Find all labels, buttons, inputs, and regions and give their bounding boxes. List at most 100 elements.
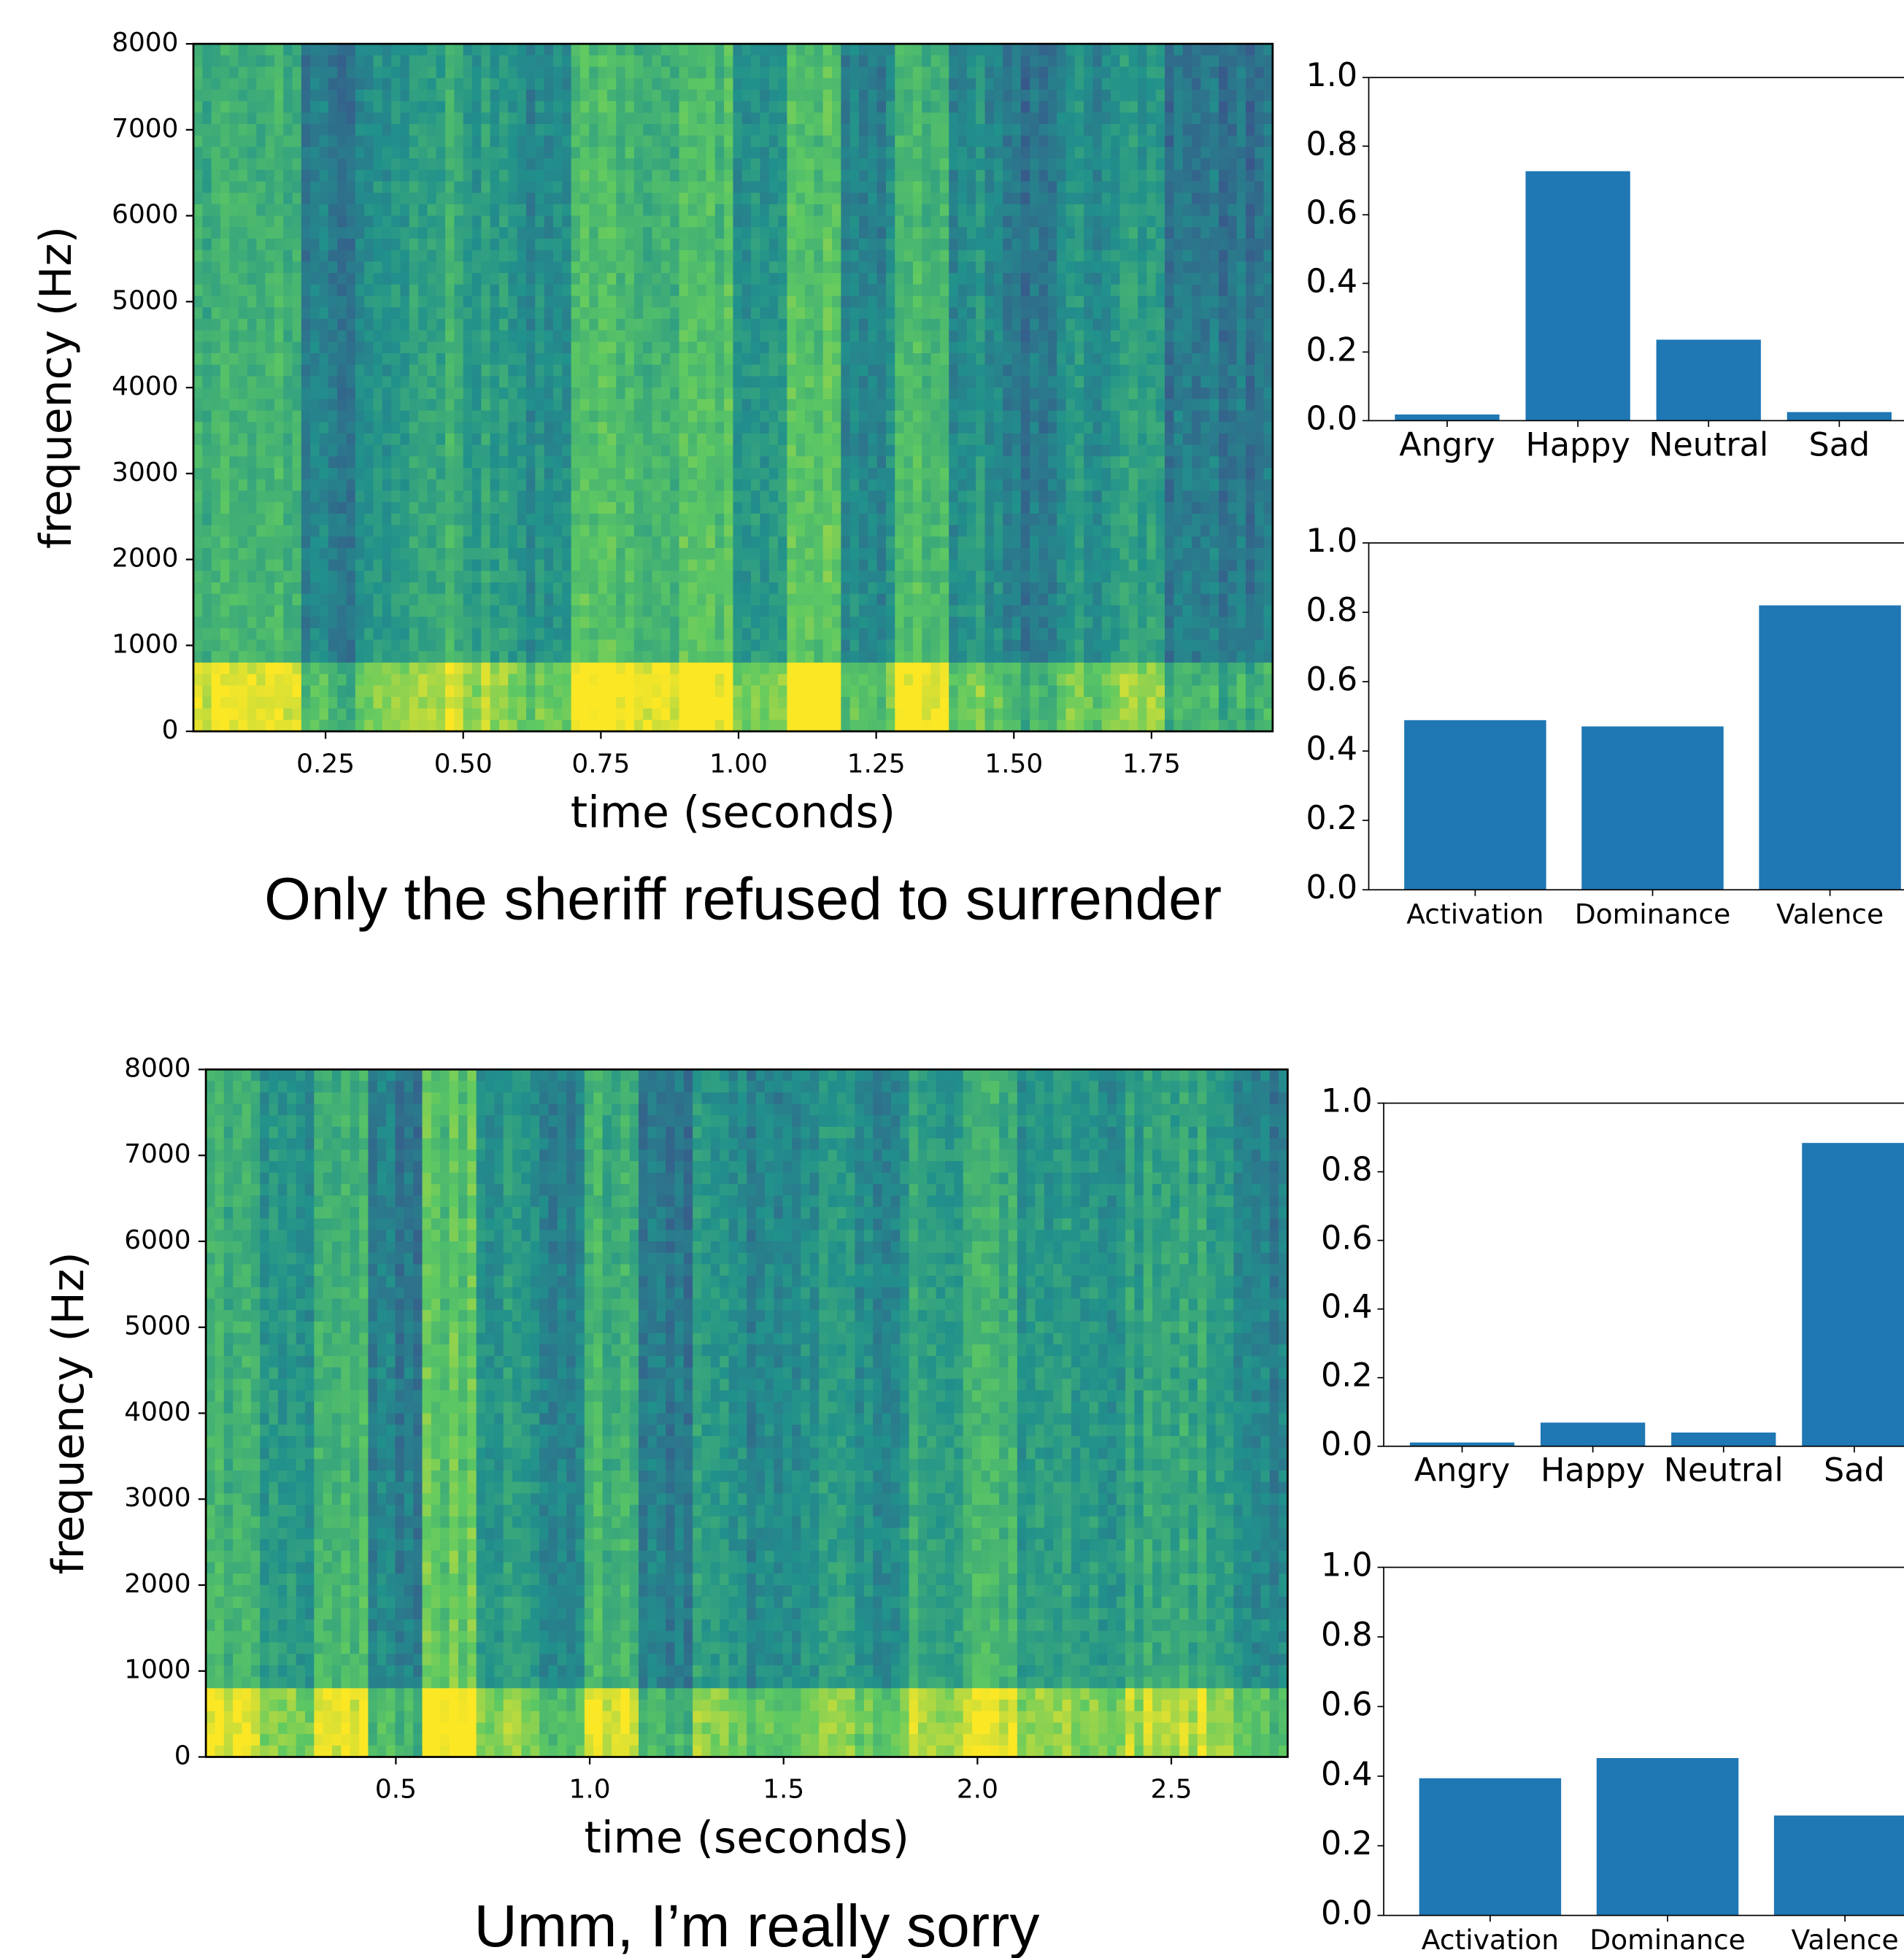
spectrogram-cell [832,651,841,663]
spectrogram-cell [634,90,644,102]
spectrogram-cell [778,490,787,503]
spectrogram-cell [562,617,571,629]
spectrogram-cell [553,296,563,308]
spectrogram-cell [652,227,662,239]
spectrogram-cell [724,66,733,79]
spectrogram-cell [266,685,275,698]
spectrogram-cell [436,685,446,698]
spectrogram-cell [904,158,914,171]
spectrogram-cell [616,651,625,663]
spectrogram-cell [454,101,463,114]
spectrogram-cell [535,365,544,377]
spectrogram-cell [598,399,608,412]
spectrogram-cell [652,158,662,171]
spectrogram-cell [266,204,275,217]
spectrogram-cell [526,136,536,148]
spectrogram-cell [337,319,347,331]
spectrogram-cell [337,617,347,629]
spectrogram-cell [769,536,779,549]
spectrogram-cell [616,456,625,469]
spectrogram-cell [715,663,725,675]
spectrogram-cell [517,651,527,663]
spectrogram-cell [859,90,868,102]
spectrogram-cell [616,296,625,308]
spectrogram-cell [212,651,221,663]
spectrogram-cell [481,674,490,687]
spectrogram-cell [571,90,581,102]
spectrogram-cell [320,307,329,320]
spectrogram-cell [301,216,311,228]
spectrogram-cell [202,411,212,423]
spectrogram-cell [553,720,563,732]
spectrogram-cell [472,285,482,297]
spectrogram-cell [490,124,500,136]
spectrogram-cell [760,571,769,583]
spectrogram-cell [688,560,698,572]
spectrogram-cell [733,44,742,56]
spectrogram-cell [832,502,841,514]
spectrogram-cell [247,204,257,217]
spectrogram-cell [436,101,446,114]
spectrogram-cell [769,147,779,159]
spectrogram-cell [193,376,203,388]
spectrogram-cell [688,536,698,549]
spectrogram-cell [661,158,671,171]
spectrogram-cell [355,422,365,434]
spectrogram-cell [877,193,887,205]
spectrogram-cell [310,90,320,102]
spectrogram-cell [293,296,302,308]
spectrogram-cell [679,582,689,595]
spectrogram-cell [553,468,563,480]
spectrogram-cell [293,433,302,446]
spectrogram-cell [643,709,652,721]
spectrogram-cell [733,388,742,400]
spectrogram-cell [634,582,644,595]
spectrogram-cell [778,502,787,514]
spectrogram-cell [193,101,203,114]
spectrogram-cell [580,147,590,159]
spectrogram-cell [418,709,428,721]
spectrogram-cell [256,342,266,354]
spectrogram-cell [391,66,401,79]
spectrogram-cell [859,170,868,182]
spectrogram-cell [760,640,769,652]
spectrogram-cell [895,353,904,366]
spectrogram-cell [607,411,617,423]
spectrogram-cell [445,376,455,388]
spectrogram-cell [409,124,419,136]
spectrogram-cell [382,685,392,698]
spectrogram-cell [283,594,293,606]
spectrogram-cell [212,307,221,320]
spectrogram-cell [706,285,715,297]
spectrogram-cell [508,514,517,526]
spectrogram-cell [643,422,652,434]
spectrogram-cell [256,239,266,251]
spectrogram-cell [526,536,536,549]
spectrogram-cell [517,433,527,446]
spectrogram-cell [814,170,823,182]
spectrogram-cell [706,342,715,354]
spectrogram-cell [580,112,590,125]
spectrogram-cell [688,204,698,217]
spectrogram-cell [670,227,679,239]
spectrogram-cell [400,307,409,320]
spectrogram-cell [814,66,823,79]
spectrogram-cell [266,216,275,228]
spectrogram-cell [724,216,733,228]
spectrogram-cell [661,307,671,320]
spectrogram-cell [589,468,598,480]
spectrogram-cell [544,709,554,721]
spectrogram-cell [832,342,841,354]
spectrogram-cell [337,101,347,114]
spectrogram-cell [706,399,715,412]
spectrogram-cell [229,502,239,514]
spectrogram-cell [445,525,455,538]
spectrogram-cell [796,651,806,663]
spectrogram-cell [517,204,527,217]
spectrogram-cell [868,697,877,709]
spectrogram-cell [868,319,877,331]
spectrogram-cell [445,582,455,595]
spectrogram-cell [580,90,590,102]
spectrogram-cell [212,227,221,239]
spectrogram-cell [301,112,311,125]
